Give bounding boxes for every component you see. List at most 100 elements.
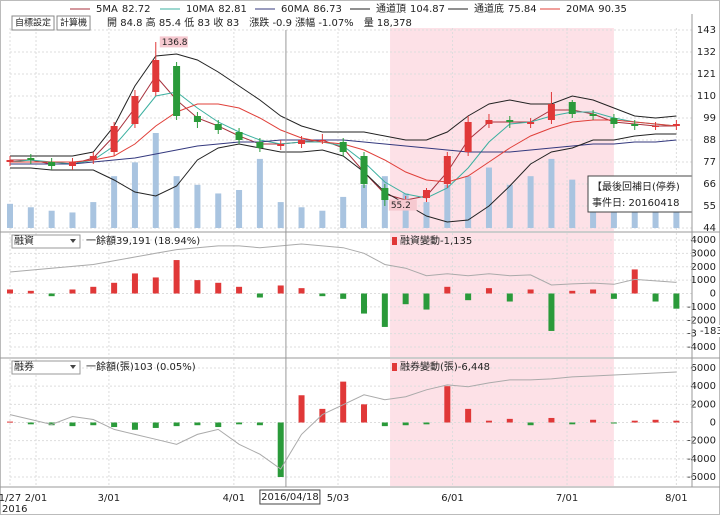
bar xyxy=(7,289,13,294)
bar xyxy=(131,273,138,294)
x-tick-label: 6/01 xyxy=(441,493,463,504)
candle-body xyxy=(339,142,347,152)
y-tick-label: 132 xyxy=(697,47,716,58)
volume-bar xyxy=(527,176,534,228)
volume-bar xyxy=(569,179,576,228)
bar xyxy=(152,277,159,294)
y-tick-label: 55 xyxy=(703,201,716,212)
candle-body xyxy=(193,116,201,122)
candle-body xyxy=(298,140,306,144)
bar xyxy=(298,395,305,423)
candle-body xyxy=(631,124,639,126)
volume-bar xyxy=(485,167,492,228)
bar xyxy=(465,408,472,423)
bar xyxy=(631,420,638,423)
panel-header: 融資變動-1,135 xyxy=(400,234,472,247)
bar xyxy=(548,293,555,331)
y-tick-label: 0 xyxy=(710,289,716,300)
bar xyxy=(215,282,222,294)
candle-body xyxy=(131,96,139,124)
bar xyxy=(610,422,617,424)
y-tick-label: 143 xyxy=(697,25,716,36)
volume-bar xyxy=(277,202,284,228)
bar xyxy=(402,422,409,426)
bar xyxy=(673,293,680,309)
bar xyxy=(111,422,118,428)
legend-name: 5MA xyxy=(96,4,118,15)
candle-body xyxy=(256,142,264,148)
y-tick-label: 77 xyxy=(703,157,716,168)
marker-box xyxy=(697,325,720,337)
panel-label[interactable]: 融資 xyxy=(14,235,34,247)
y-tick-label: 99 xyxy=(703,113,716,124)
bar xyxy=(298,288,305,294)
dropdown-arrow xyxy=(70,365,76,369)
y-tick-label: 6000 xyxy=(691,363,716,374)
candle-body xyxy=(6,160,14,162)
y-tick-label: 110 xyxy=(697,91,716,102)
volume-bar xyxy=(194,184,201,228)
volume-bar xyxy=(48,210,55,228)
bar xyxy=(381,293,388,327)
toolbar-button[interactable]: 計算機 xyxy=(60,17,87,29)
x-tick-label: 2/01 xyxy=(25,493,47,504)
y-tick-label: -2000 xyxy=(687,436,716,447)
volume-bar xyxy=(465,176,472,228)
candle-body xyxy=(110,126,118,152)
volume-bar xyxy=(131,162,138,228)
bar xyxy=(652,293,659,302)
bar xyxy=(7,421,13,423)
volume-bar xyxy=(90,202,97,228)
legend-name: 10MA xyxy=(186,4,214,15)
candle-body xyxy=(527,122,535,124)
callout-text: 【最後回補日(停券) xyxy=(592,180,680,193)
candle-body xyxy=(360,156,368,184)
volume-bar xyxy=(423,202,430,228)
volume-bar xyxy=(215,193,222,228)
volume-bar xyxy=(361,184,368,228)
volume-bar xyxy=(27,207,34,228)
quote-text: 開 84.8 高 85.4 低 83 收 83 xyxy=(107,16,239,29)
legend-name: 通道頂 xyxy=(376,2,406,15)
bar xyxy=(90,286,97,294)
bar xyxy=(69,289,76,294)
panel-selector[interactable] xyxy=(11,360,81,375)
bar xyxy=(131,422,138,430)
volume-bar xyxy=(236,190,243,228)
candle-body xyxy=(443,156,451,184)
y-tick-label: -2000 xyxy=(687,315,716,326)
candle-body xyxy=(318,140,326,141)
toolbar-frame[interactable] xyxy=(11,15,55,31)
bar xyxy=(465,293,472,301)
candle-body xyxy=(672,124,680,126)
bar xyxy=(27,290,34,294)
y-tick-label: -4000 xyxy=(687,342,716,353)
toolbar-button[interactable]: 自標設定 xyxy=(15,17,51,29)
panel-label[interactable]: 融券 xyxy=(14,360,34,373)
bar xyxy=(256,293,263,298)
y-tick-label: 44 xyxy=(703,223,716,234)
toolbar-frame[interactable] xyxy=(56,15,91,31)
candle-body xyxy=(485,120,493,124)
bar xyxy=(652,419,659,423)
bar xyxy=(319,408,326,423)
y-tick-label: -6000 xyxy=(687,472,716,483)
y-tick-label: 88 xyxy=(703,135,716,146)
bar xyxy=(340,381,347,423)
bar xyxy=(48,293,55,297)
volume-bar xyxy=(319,210,326,228)
panel-selector[interactable] xyxy=(11,234,81,249)
callout-box xyxy=(587,175,693,213)
bar xyxy=(277,422,284,477)
volume-bar xyxy=(548,158,555,228)
candle-body xyxy=(464,122,472,152)
bar xyxy=(444,286,451,294)
bar xyxy=(340,293,347,299)
y-tick-label: 0 xyxy=(710,418,716,429)
crosshair-label: 2016/04/18 xyxy=(261,492,319,503)
candle-body xyxy=(214,124,222,130)
bar xyxy=(673,420,680,423)
legend-name: 20MA xyxy=(566,4,594,15)
bar xyxy=(152,422,159,428)
bar xyxy=(215,422,222,428)
